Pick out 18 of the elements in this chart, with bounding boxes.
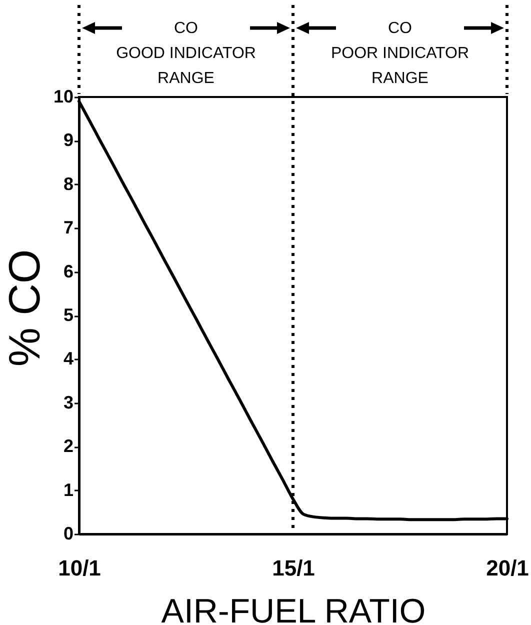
x-tick-label: 10/1 bbox=[58, 556, 101, 580]
text: CO POOR INDICATOR RANGE bbox=[330, 20, 470, 87]
x-tick-label: 15/1 bbox=[272, 556, 315, 580]
y-tick-label: 4 bbox=[63, 348, 74, 369]
y-tick-label: 3 bbox=[63, 392, 74, 412]
x-axis-title: AIR-FUEL RATIO bbox=[161, 592, 426, 625]
x-tick-label: 20/1 bbox=[486, 556, 529, 580]
y-tick-label: 8 bbox=[63, 174, 74, 194]
y-tick-label: 7 bbox=[63, 218, 74, 238]
y-tick-label: 6 bbox=[63, 261, 74, 282]
y-tick-label: 9 bbox=[63, 130, 74, 150]
y-axis-title: % CO bbox=[0, 249, 50, 367]
y-tick-label: 1 bbox=[63, 480, 74, 500]
y-tick-label: 5 bbox=[63, 305, 74, 325]
y-tick-label: 10 bbox=[53, 86, 74, 106]
y-tick-label: 0 bbox=[63, 524, 74, 544]
text: CO GOOD INDICATOR RANGE bbox=[116, 20, 256, 87]
y-tick-label: 2 bbox=[63, 436, 74, 456]
